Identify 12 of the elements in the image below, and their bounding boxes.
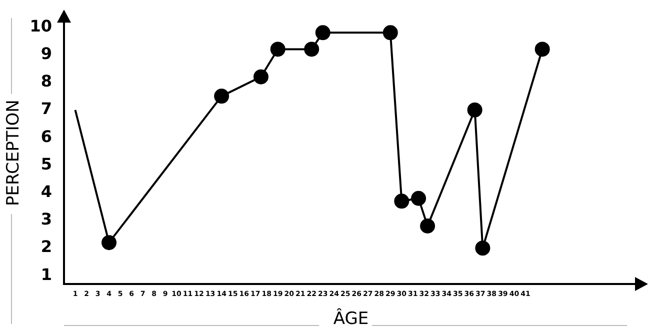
y-tick-label: 5: [40, 154, 52, 174]
y-tick-label: 2: [40, 237, 52, 256]
y-tick-label: 6: [40, 126, 52, 146]
y-axis-title: PERCEPTION: [4, 100, 24, 206]
y-tick-label: 1: [40, 264, 52, 284]
x-axis-title: ÂGE: [333, 308, 369, 330]
y-tick-label: 10: [30, 16, 52, 36]
y-tick-label: 4: [40, 182, 52, 202]
y-tick-label: 8: [40, 72, 52, 91]
y-tick-label: 9: [40, 44, 52, 63]
y-tick-label: 3: [40, 210, 52, 229]
y-tick-label: 7: [40, 99, 52, 118]
